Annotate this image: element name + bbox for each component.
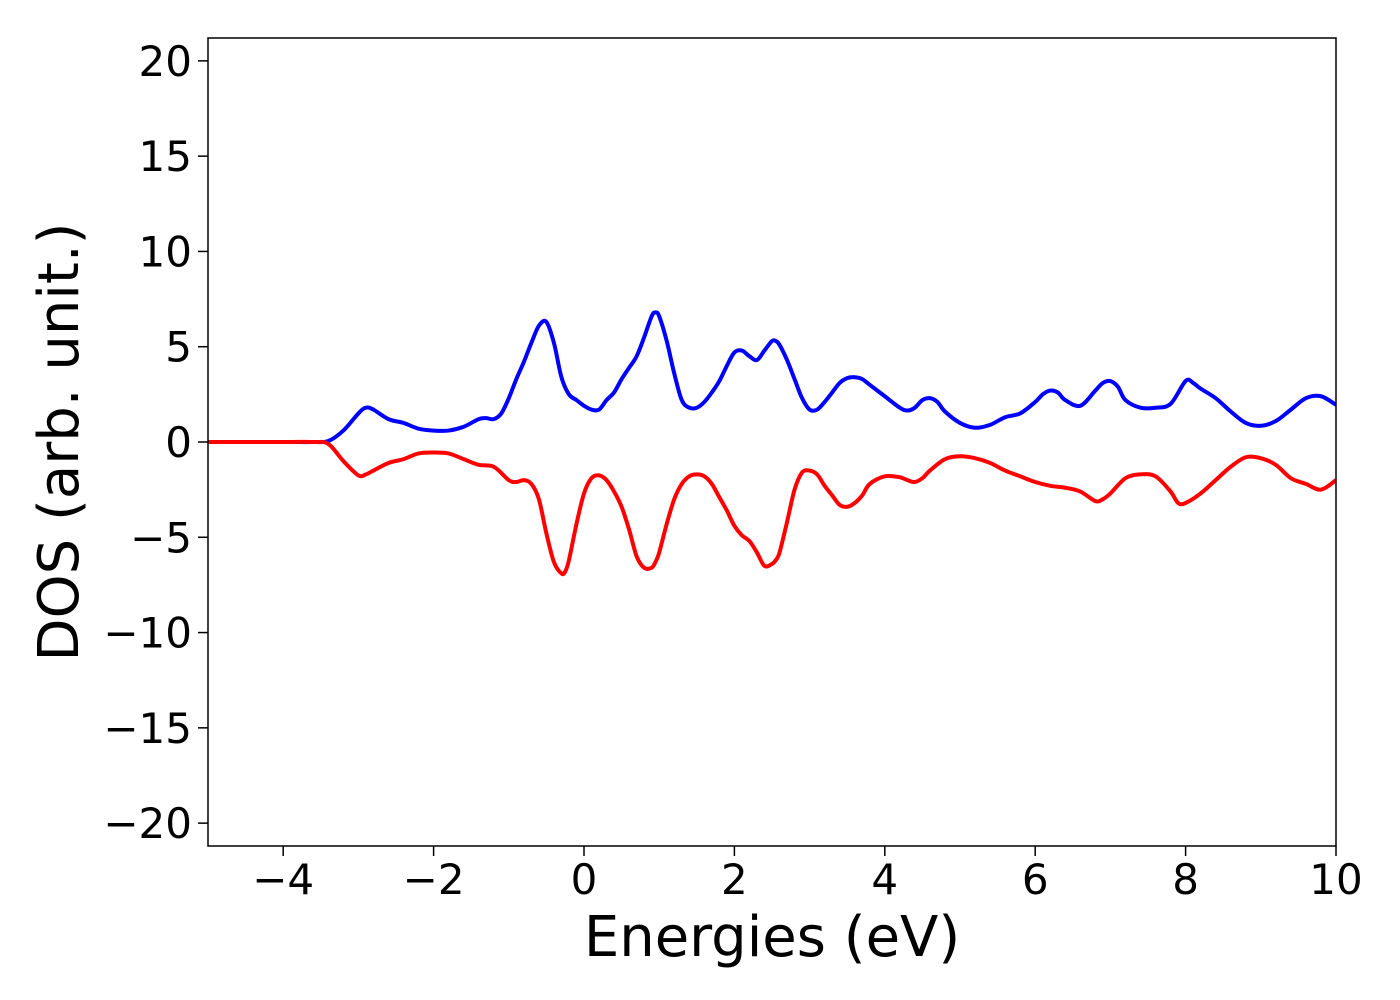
y-tick-label: 15 [139,132,192,181]
series-line-0 [208,310,1336,445]
y-tick-label: 0 [165,418,192,467]
x-tick-label: 2 [721,855,748,904]
x-tick-label: 0 [571,855,598,904]
y-axis-label: DOS (arb. unit.) [27,222,92,661]
plot-frame [207,37,1337,847]
x-tick-label: 10 [1309,855,1362,904]
y-tick-label: 10 [139,227,192,276]
x-axis-ticks: −4 −2 0 2 4 6 8 10 [252,846,1363,904]
y-tick-label: −10 [103,609,192,658]
y-tick-label: −20 [103,799,192,848]
x-tick-label: −2 [403,855,465,904]
y-tick-label: −5 [130,513,192,562]
y-tick-label: 5 [165,323,192,372]
series-layer [208,310,1336,577]
x-tick-label: −4 [252,855,314,904]
x-tick-label: 4 [871,855,898,904]
y-axis-ticks: 20 15 10 5 0 −5 −10 −15 −20 [103,37,208,848]
y-tick-label: −15 [103,704,192,753]
series-line-1 [208,439,1336,577]
y-tick-label: 20 [139,37,192,86]
x-tick-label: 8 [1172,855,1199,904]
x-axis-label: Energies (eV) [584,905,960,970]
x-tick-label: 6 [1022,855,1049,904]
